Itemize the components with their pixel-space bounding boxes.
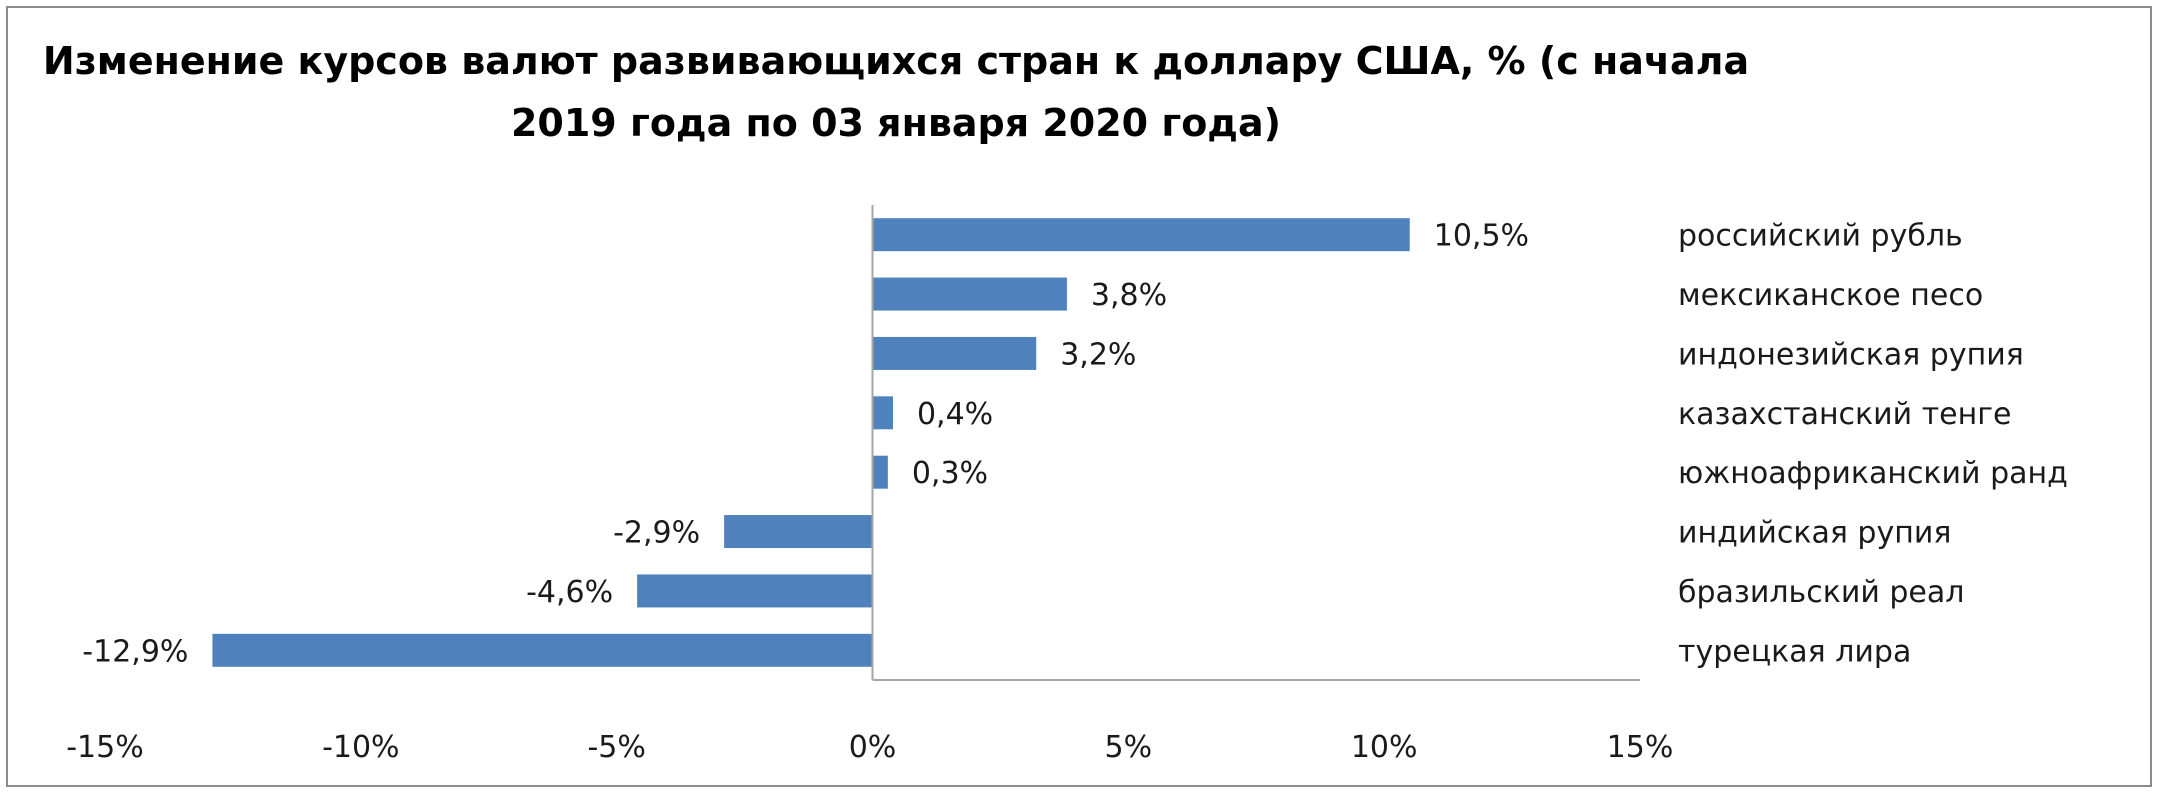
bars-group — [212, 218, 1410, 667]
bar — [872, 396, 893, 430]
x-tick-label: 15% — [1607, 730, 1674, 765]
category-label: бразильский реал — [1678, 575, 1964, 610]
category-label: мексиканское песо — [1678, 278, 1983, 313]
category-label: индийская рупия — [1678, 516, 1951, 551]
chart-title: Изменение курсов валют развивающихся стр… — [0, 30, 1792, 154]
x-tick-label: -15% — [66, 730, 144, 765]
data-label: 10,5% — [1434, 219, 1529, 254]
bar — [212, 633, 873, 667]
x-tick-label: 10% — [1351, 730, 1418, 765]
x-tick-label: -10% — [322, 730, 400, 765]
data-label: 0,4% — [917, 397, 993, 432]
chart-title-line-1: Изменение курсов валют развивающихся стр… — [42, 39, 1750, 83]
data-label: -12,9% — [82, 634, 188, 669]
category-label: индонезийская рупия — [1678, 337, 2024, 372]
chart-title-line-2: 2019 года по 03 января 2020 года) — [510, 101, 1282, 145]
data-label: -4,6% — [526, 575, 613, 610]
bar — [872, 218, 1410, 252]
x-tick-label: 5% — [1105, 730, 1153, 765]
axes-group — [871, 205, 1640, 681]
labels-group: -15% -10% -5% 0% 5% 10% 15% 10,5% российский руб… — [66, 219, 2068, 765]
bar — [872, 455, 888, 489]
data-label: -2,9% — [613, 516, 700, 551]
x-tick-label: 0% — [849, 730, 897, 765]
data-label: 0,3% — [912, 456, 988, 491]
category-label: южноафриканский ранд — [1678, 456, 2068, 491]
category-label: российский рубль — [1678, 219, 1963, 254]
bar — [872, 336, 1037, 370]
x-tick-label: -5% — [587, 730, 645, 765]
data-label: 3,2% — [1060, 337, 1136, 372]
category-label: казахстанский тенге — [1678, 397, 2011, 432]
bar — [872, 277, 1067, 311]
data-label: 3,8% — [1091, 278, 1167, 313]
bar — [637, 574, 873, 608]
bar — [724, 515, 873, 549]
category-label: турецкая лира — [1678, 634, 1911, 669]
